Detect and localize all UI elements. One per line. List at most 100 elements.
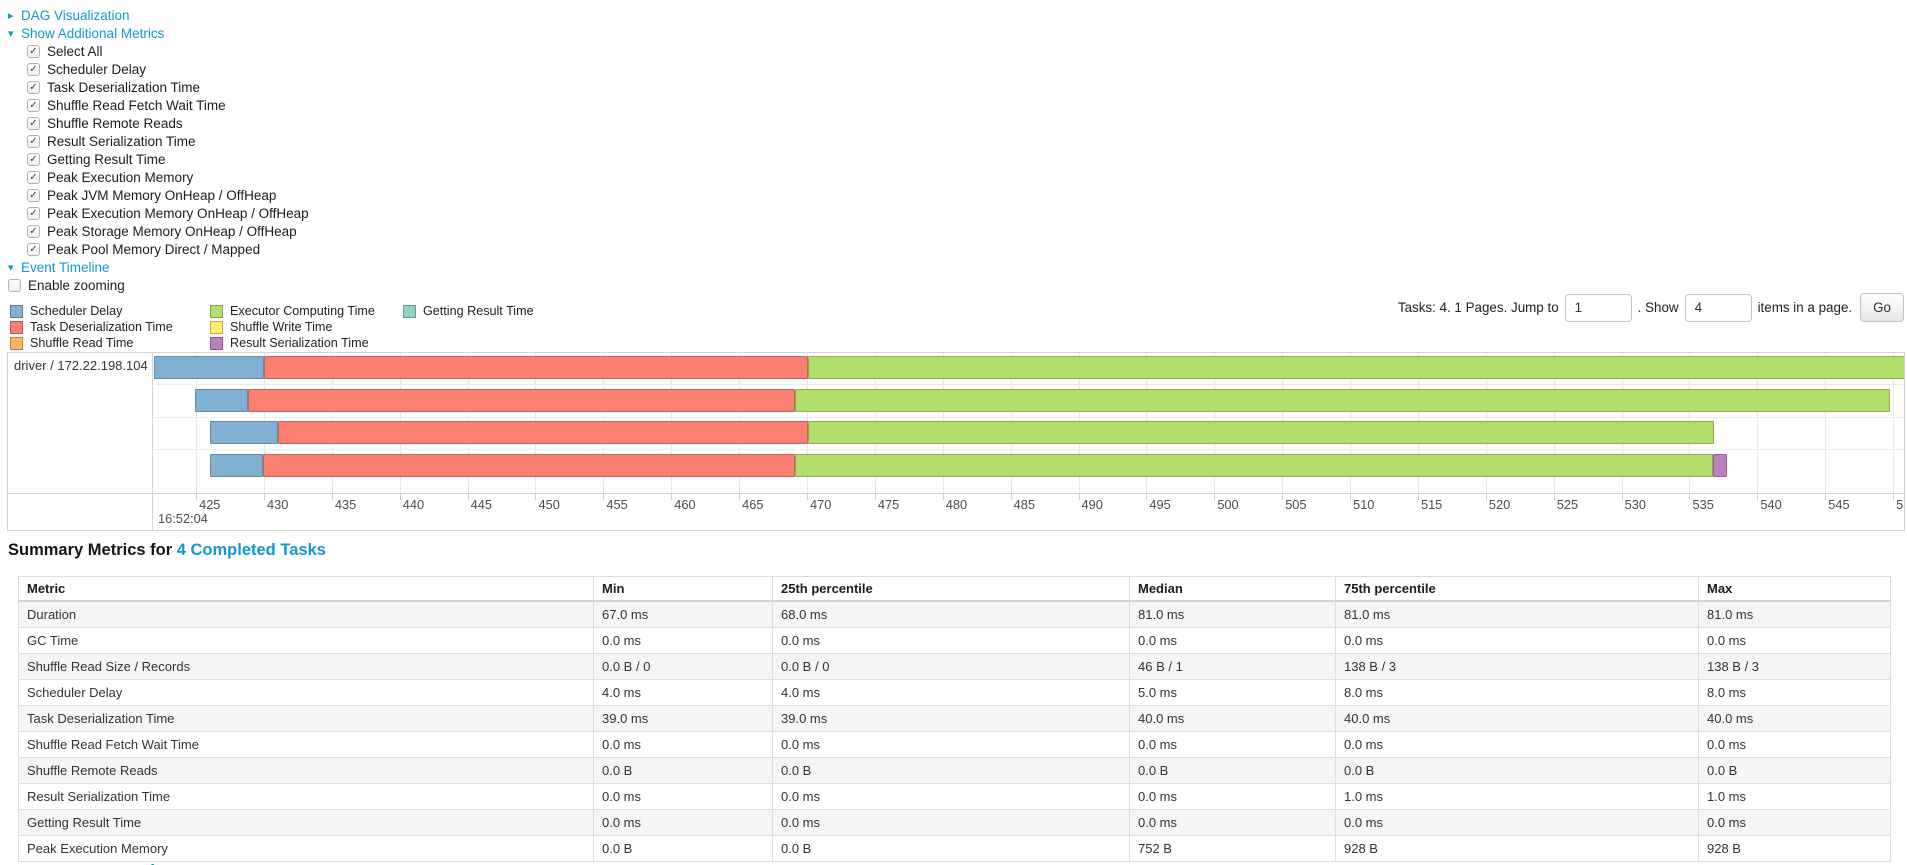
checkbox-checked-icon[interactable]: ✓ — [27, 116, 40, 130]
timeline-tick-label: 530 — [1624, 497, 1646, 512]
timeline-tick — [1621, 494, 1623, 500]
legend-item-task_deserialization_time: Task Deserialization Time — [10, 319, 173, 335]
task-bar-segment-task-deserialization-time[interactable] — [247, 389, 795, 412]
table-cell: 928 B — [1698, 835, 1891, 862]
table-header-cell: Max — [1698, 576, 1891, 602]
metric-checkbox-row[interactable]: ✓ Peak Pool Memory Direct / Mapped — [27, 240, 309, 258]
table-row: Getting Result Time 0.0 ms 0.0 ms 0.0 ms 0.0… — [18, 809, 1891, 836]
metric-checkbox-row[interactable]: ✓ Shuffle Read Fetch Wait Time — [27, 96, 309, 114]
timeline-tick-label: 445 — [470, 497, 492, 512]
timeline-gridline — [1893, 353, 1895, 493]
task-bar-segment-executor-computing-time[interactable] — [794, 389, 1891, 412]
timeline-row-separator — [154, 417, 1904, 418]
collapsed-arrow-icon: ▸ — [8, 9, 14, 22]
timeline-tick — [196, 494, 198, 500]
task-bar-segment-scheduler-delay[interactable] — [154, 356, 264, 379]
checkbox-checked-icon[interactable]: ✓ — [27, 44, 40, 58]
task-bar-segment-scheduler-delay[interactable] — [209, 421, 278, 444]
legend-label: Scheduler Delay — [30, 304, 123, 318]
enable-zooming-checkbox-row[interactable]: Enable zooming — [8, 276, 309, 294]
metric-checkbox-row[interactable]: ✓ Scheduler Delay — [27, 60, 309, 78]
task-bar-segment-task-deserialization-time[interactable] — [263, 356, 809, 379]
table-cell: 928 B — [1335, 835, 1699, 862]
dag-visualization-toggle[interactable]: ▸ DAG Visualization — [8, 6, 309, 24]
table-cell: 39.0 ms — [772, 705, 1130, 732]
table-cell: Peak Execution Memory — [18, 835, 594, 862]
shuffle_write_time-swatch-icon — [210, 320, 223, 334]
enable-zooming-label: Enable zooming — [28, 277, 125, 293]
checkbox-checked-icon[interactable]: ✓ — [27, 188, 40, 202]
metric-checkbox-row[interactable]: ✓ Peak Execution Memory OnHeap / OffHeap — [27, 204, 309, 222]
timeline-tick — [1146, 494, 1148, 500]
metric-checkbox-row[interactable]: ✓ Shuffle Remote Reads — [27, 114, 309, 132]
table-cell: 0.0 ms — [1698, 627, 1891, 654]
metric-checkbox-label: Task Deserialization Time — [47, 79, 201, 95]
go-button[interactable]: Go — [1860, 293, 1904, 322]
expanded-arrow-icon: ▾ — [8, 27, 14, 40]
table-cell: 0.0 ms — [1335, 627, 1699, 654]
metric-checkbox-label: Scheduler Delay — [47, 61, 147, 77]
table-header-cell: Median — [1129, 576, 1336, 602]
checkbox-unchecked-icon[interactable] — [8, 278, 21, 292]
checkbox-checked-icon[interactable]: ✓ — [27, 98, 40, 112]
metric-checkbox-row[interactable]: ✓ Task Deserialization Time — [27, 78, 309, 96]
show-additional-metrics-toggle[interactable]: ▾ Show Additional Metrics — [8, 24, 309, 42]
table-cell: 81.0 ms — [1698, 600, 1891, 628]
timeline-tick-label: 465 — [742, 497, 764, 512]
table-header: Metric Min 25th percentile Median 75th perce… — [18, 576, 1891, 602]
dag-visualization-label: DAG Visualization — [21, 7, 130, 23]
timeline-tick-label: 475 — [877, 497, 900, 512]
table-header-cell: 25th percentile — [772, 576, 1130, 602]
timeline-tick-label: 545 — [1828, 497, 1850, 512]
task-bar-segment-scheduler-delay[interactable] — [194, 389, 248, 412]
getting_result_time-swatch-icon — [403, 304, 416, 318]
table-cell: 40.0 ms — [1335, 705, 1699, 732]
table-cell: 0.0 B — [1129, 757, 1336, 784]
metric-checkbox-row[interactable]: ✓ Peak Execution Memory — [27, 168, 309, 186]
task-bar-segment-executor-computing-time[interactable] — [808, 421, 1714, 444]
timeline-tick-label: 430 — [266, 497, 289, 512]
metric-checkbox-row[interactable]: ✓ Getting Result Time — [27, 150, 309, 168]
timeline-tick-label: 495 — [1149, 497, 1171, 512]
table-cell: 0.0 B / 0 — [593, 653, 773, 680]
metric-checkbox-row[interactable]: ✓ Result Serialization Time — [27, 132, 309, 150]
table-cell: Duration — [18, 600, 594, 628]
checkbox-checked-icon[interactable]: ✓ — [27, 242, 40, 256]
task-bar-segment-executor-computing-time[interactable] — [808, 356, 1904, 379]
table-cell: 752 B — [1129, 835, 1336, 862]
table-cell: 0.0 ms — [593, 809, 773, 836]
table-cell: Shuffle Remote Reads — [18, 757, 594, 784]
checkbox-checked-icon[interactable]: ✓ — [27, 206, 40, 220]
task-bar-segment-scheduler-delay[interactable] — [209, 454, 263, 477]
event-timeline-toggle[interactable]: ▾ Event Timeline — [8, 258, 309, 276]
metric-checkbox-row[interactable]: ✓ Peak Storage Memory OnHeap / OffHeap — [27, 222, 309, 240]
checkbox-checked-icon[interactable]: ✓ — [27, 224, 40, 238]
checkbox-checked-icon[interactable]: ✓ — [27, 134, 40, 148]
timeline-tick — [1214, 494, 1216, 500]
executor_computing_time-swatch-icon — [210, 304, 223, 318]
metric-checkbox-label: Shuffle Remote Reads — [47, 115, 183, 131]
timeline-legend: Scheduler Delay Task Deserialization Time… — [10, 303, 710, 353]
table-cell: 0.0 ms — [1129, 627, 1336, 654]
task-bar-segment-result-serialization-time[interactable] — [1712, 454, 1728, 477]
metric-checkbox-row[interactable]: ✓ Peak JVM Memory OnHeap / OffHeap — [27, 186, 309, 204]
checkbox-checked-icon[interactable]: ✓ — [27, 80, 40, 94]
task-bar-segment-task-deserialization-time[interactable] — [277, 421, 809, 444]
task-bar-segment-executor-computing-time[interactable] — [794, 454, 1713, 477]
timeline-tick-label: 435 — [334, 497, 357, 512]
legend-item-result_serialization_time: Result Serialization Time — [210, 335, 375, 351]
task-bar-segment-task-deserialization-time[interactable] — [262, 454, 795, 477]
checkbox-checked-icon[interactable]: ✓ — [27, 152, 40, 166]
table-cell: 0.0 ms — [1129, 783, 1336, 810]
timeline-plot-area: 425 430 435 440 445 450 455 460 465 470 475 480 485 4… — [154, 353, 1904, 530]
checkbox-checked-icon[interactable]: ✓ — [27, 170, 40, 184]
table-cell: 4.0 ms — [593, 679, 773, 706]
timeline-tick — [807, 494, 809, 500]
metric-checkbox-label: Peak Execution Memory OnHeap / OffHeap — [47, 205, 309, 221]
checkbox-checked-icon[interactable]: ✓ — [27, 62, 40, 76]
completed-tasks-link[interactable]: 4 Completed Tasks — [176, 541, 326, 559]
items-per-page-input[interactable] — [1684, 293, 1752, 322]
timeline-tick — [603, 494, 605, 500]
metric-checkbox-row[interactable]: ✓ Select All — [27, 42, 309, 60]
jump-to-page-input[interactable] — [1564, 293, 1632, 322]
